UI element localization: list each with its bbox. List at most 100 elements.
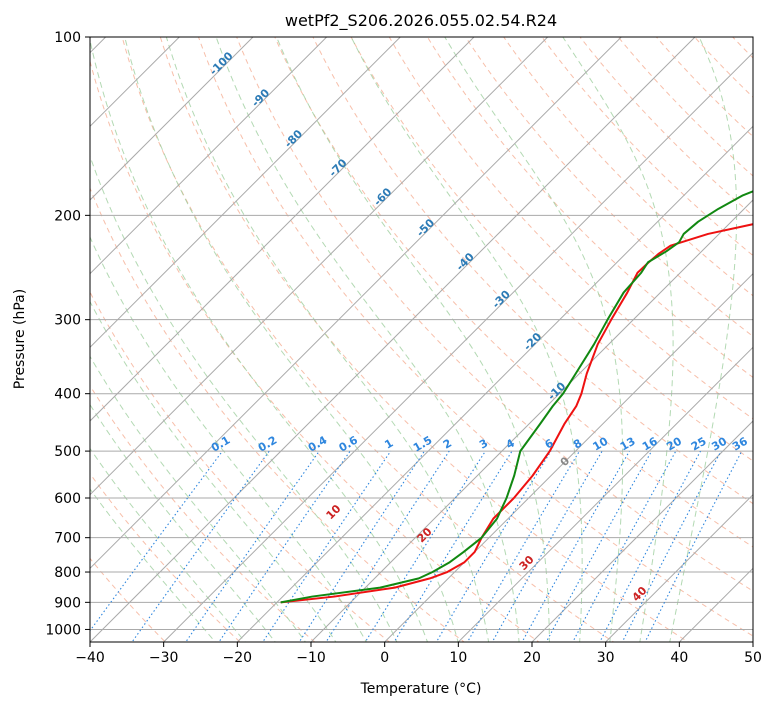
x-tick-label: −20 xyxy=(223,650,253,666)
moist-adiabat-line xyxy=(90,154,398,642)
mixing-ratio-line xyxy=(325,450,450,642)
dry-adiabat-line xyxy=(579,37,753,217)
dry-adiabat-line xyxy=(426,37,753,378)
isotherm-line xyxy=(678,567,753,642)
isotherm-line xyxy=(90,37,402,349)
dry-adiabat-line xyxy=(388,37,753,420)
dry-adiabat-line xyxy=(121,37,615,642)
chart-title: wetPf2_S206.2026.055.02.54.R24 xyxy=(285,11,557,31)
isotherm-line xyxy=(90,37,623,570)
isotherm-line xyxy=(752,641,753,642)
x-tick-label: −40 xyxy=(75,650,105,666)
isotherm-line xyxy=(162,51,753,642)
dry-adiabat-label: 10 xyxy=(324,502,344,522)
isotherm-label: -80 xyxy=(282,127,305,150)
isotherm-line xyxy=(236,125,753,642)
dry-adiabat-line xyxy=(503,37,753,297)
x-tick-label: −10 xyxy=(296,650,326,666)
dry-adiabat-line xyxy=(90,384,316,642)
moist-adiabat-line xyxy=(350,37,583,642)
dry-adiabat-line xyxy=(541,37,753,257)
mixing-ratio-line xyxy=(131,450,270,642)
moist-adiabat-line xyxy=(215,37,520,642)
x-tick-label: 0 xyxy=(380,650,389,666)
y-tick-label: 100 xyxy=(54,30,81,46)
mixing-ratio-line xyxy=(393,450,513,642)
y-tick-label: 800 xyxy=(54,565,81,581)
mixing-ratio-line xyxy=(262,450,392,642)
y-tick-label: 500 xyxy=(54,444,81,460)
mixing-ratio-line xyxy=(545,450,653,642)
isotherm-line xyxy=(90,37,328,275)
x-axis: −40 −30 −20 −10 0 10 20 30 40 50 xyxy=(75,642,762,666)
dry-adiabat-line xyxy=(197,37,753,637)
y-tick-label: 400 xyxy=(54,387,81,403)
dry-adiabat-line xyxy=(350,37,753,462)
dry-adiabat-line xyxy=(90,291,391,642)
isotherm-label: -20 xyxy=(521,330,544,353)
moist-adiabat-line xyxy=(90,488,216,642)
dewpoint-profile-line xyxy=(280,190,753,604)
y-axis: 1000 900 800 700 600 500 400 300 200 100 xyxy=(45,30,90,638)
y-tick-label: 900 xyxy=(54,595,81,611)
dry-adiabat-label: 30 xyxy=(517,553,537,573)
isotherm-label: -70 xyxy=(326,156,349,179)
mixing-ratio-line xyxy=(621,450,722,642)
moist-adiabat-line xyxy=(562,37,674,642)
dry-adiabat-line xyxy=(159,37,690,642)
isotherm-label: -30 xyxy=(490,288,513,311)
isotherm-line xyxy=(90,37,181,128)
isotherm-line xyxy=(0,10,59,654)
background-lines xyxy=(0,10,775,654)
plot-frame xyxy=(89,36,754,643)
x-axis-title: Temperature (°C) xyxy=(360,681,482,697)
dry-adiabat-line xyxy=(236,37,753,592)
isotherm-label: -90 xyxy=(249,86,272,109)
dry-adiabat-line xyxy=(617,37,753,177)
moist-adiabat-line xyxy=(90,355,307,642)
mixing-ratio-line xyxy=(435,450,552,642)
mixing-ratio-label: 4 xyxy=(504,436,517,451)
dry-adiabat-line xyxy=(745,10,775,654)
isotherm-label: -50 xyxy=(414,216,437,239)
isotherm-label: -60 xyxy=(371,185,394,208)
isotherm-label: -10 xyxy=(545,379,568,402)
x-tick-label: 10 xyxy=(449,650,467,666)
isotherm-line xyxy=(457,346,753,642)
dry-adiabat-line xyxy=(655,37,753,138)
moist-adiabat-line xyxy=(90,235,367,642)
y-tick-label: 1000 xyxy=(45,622,81,638)
temperature-profile-line xyxy=(280,223,753,604)
dry-adiabat-line xyxy=(90,186,465,642)
y-tick-label: 700 xyxy=(54,531,81,547)
y-tick-label: 200 xyxy=(54,208,81,224)
isotherm-line xyxy=(531,420,753,642)
isotherm-line xyxy=(604,493,753,642)
mixing-ratio-line xyxy=(218,450,351,642)
x-tick-label: 50 xyxy=(744,650,762,666)
dry-adiabat-line xyxy=(90,59,540,642)
mixing-ratio-label: 1 xyxy=(382,437,395,452)
moist-adiabat-line xyxy=(669,37,738,642)
moist-adiabat-line xyxy=(165,37,490,642)
dry-adiabat-line xyxy=(312,37,753,505)
mixing-ratio-line xyxy=(466,450,580,642)
y-tick-label: 300 xyxy=(54,313,81,329)
mixing-ratio-line xyxy=(364,450,486,642)
dry-adiabat-line xyxy=(90,472,241,642)
y-tick-label: 600 xyxy=(54,491,81,507)
mixing-ratio-line xyxy=(298,450,425,642)
moist-adiabat-line xyxy=(90,447,246,642)
x-tick-label: −30 xyxy=(149,650,179,666)
dry-adiabat-line xyxy=(464,37,753,337)
dry-adiabat-label: 20 xyxy=(415,525,435,545)
isotherm-line xyxy=(90,37,254,201)
x-tick-label: 20 xyxy=(523,650,541,666)
isotherm-label: -40 xyxy=(454,250,477,273)
line-labels: 0.1 0.2 0.4 0.6 1 1.5 2 3 4 6 8 10 13 16 20 25 30 36-100-… xyxy=(207,49,750,604)
mixing-ratio-line xyxy=(185,450,320,642)
isotherm-line xyxy=(90,37,549,496)
mixing-ratio-label: 2 xyxy=(441,437,454,452)
mixing-ratio-label: 3 xyxy=(477,437,490,452)
